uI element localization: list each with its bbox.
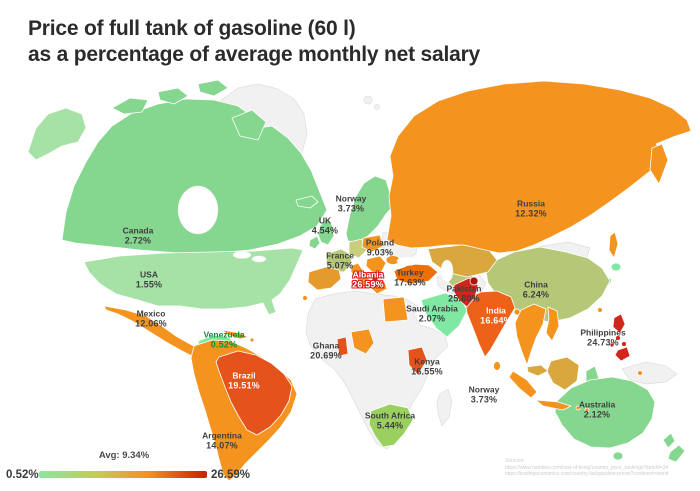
region-borneo bbox=[546, 356, 580, 391]
region-italy bbox=[350, 262, 372, 289]
region-libya bbox=[382, 296, 409, 323]
sources-heading: Sources: bbox=[505, 458, 525, 464]
region-baffin-island bbox=[231, 109, 267, 141]
region-australia bbox=[554, 376, 656, 449]
title-line-2: as a percentage of average monthly net s… bbox=[28, 43, 481, 66]
region-vietnam bbox=[545, 306, 560, 342]
region-balkans bbox=[365, 255, 387, 274]
region-lesser-sunda-1 bbox=[575, 405, 581, 411]
region-bangladesh bbox=[513, 308, 521, 316]
region-svalbard-2 bbox=[374, 104, 380, 110]
region-arctic-island-1 bbox=[111, 97, 149, 115]
region-poland bbox=[361, 234, 384, 253]
title-line-1: Price of full tank of gasoline (60 l) bbox=[28, 17, 356, 40]
region-kamchatka bbox=[649, 143, 669, 185]
region-sri-lanka bbox=[493, 361, 501, 371]
region-ghana bbox=[336, 336, 349, 357]
hudson-bay bbox=[177, 185, 219, 235]
source-link-2: https://tradingeconomics.com/country-lis… bbox=[505, 471, 669, 477]
region-albania bbox=[371, 274, 379, 284]
legend-min-label: 0.52% bbox=[6, 469, 39, 481]
sources: Sources: https://www.numbeo.com/cost-of-… bbox=[505, 458, 669, 478]
region-morocco bbox=[302, 295, 308, 301]
region-tasmania bbox=[612, 451, 624, 461]
region-philippines-visayas-3 bbox=[609, 342, 615, 348]
region-arctic-island-3 bbox=[197, 79, 229, 97]
region-java bbox=[535, 399, 572, 411]
source-link-1: https://www.numbeo.com/cost-of-living/co… bbox=[505, 464, 669, 471]
region-new-zealand-south bbox=[667, 444, 686, 463]
region-alaska bbox=[27, 107, 87, 161]
region-malaysia bbox=[526, 364, 549, 377]
region-philippines-mindanao bbox=[614, 346, 631, 362]
region-france bbox=[325, 248, 353, 273]
region-japan-hokkaido bbox=[610, 262, 622, 272]
region-india bbox=[464, 290, 516, 358]
caspian-sea bbox=[440, 259, 454, 283]
region-africa bbox=[305, 290, 449, 450]
region-new-guinea bbox=[621, 361, 678, 385]
region-philippines-visayas-1 bbox=[615, 335, 621, 341]
region-svalbard bbox=[363, 95, 373, 105]
region-uk bbox=[317, 218, 335, 246]
region-russia bbox=[386, 80, 692, 254]
region-lesser-sunda-2 bbox=[584, 407, 590, 413]
black-sea bbox=[396, 256, 420, 266]
region-sumatra bbox=[508, 370, 538, 399]
region-south-africa bbox=[368, 403, 414, 448]
region-usa bbox=[83, 247, 304, 316]
region-kashmir bbox=[469, 276, 479, 286]
region-cuba bbox=[221, 329, 249, 340]
region-ireland bbox=[308, 235, 321, 250]
region-madagascar bbox=[436, 388, 453, 427]
region-iberia bbox=[307, 266, 342, 291]
region-turkey bbox=[393, 263, 439, 285]
region-arctic-island-2 bbox=[157, 87, 189, 105]
region-nigeria bbox=[350, 328, 375, 355]
region-iceland bbox=[295, 195, 319, 209]
region-philippines-visayas-2 bbox=[621, 341, 627, 347]
legend: 0.52% Avg: 9.34% 26.59% bbox=[6, 450, 266, 482]
legend-gradient-bar bbox=[39, 471, 207, 478]
legend-avg-label: Avg: 9.34% bbox=[98, 450, 150, 461]
page-title: Price of full tank of gasoline (60 l) as… bbox=[28, 16, 480, 68]
region-kenya bbox=[407, 346, 428, 376]
region-brazil bbox=[215, 350, 293, 436]
region-philippines-luzon bbox=[612, 313, 626, 334]
region-indochina bbox=[514, 303, 547, 366]
region-saudi-arabia bbox=[420, 292, 468, 338]
region-hispaniola bbox=[249, 337, 255, 343]
region-sakhalin bbox=[608, 231, 619, 259]
great-lakes-1 bbox=[232, 251, 252, 259]
region-taiwan bbox=[597, 307, 603, 313]
region-moluccas bbox=[637, 370, 643, 376]
region-greece bbox=[370, 279, 388, 295]
legend-max-label: 26.59% bbox=[211, 469, 251, 481]
great-lakes-2 bbox=[251, 255, 267, 263]
region-new-zealand-north bbox=[662, 432, 676, 449]
